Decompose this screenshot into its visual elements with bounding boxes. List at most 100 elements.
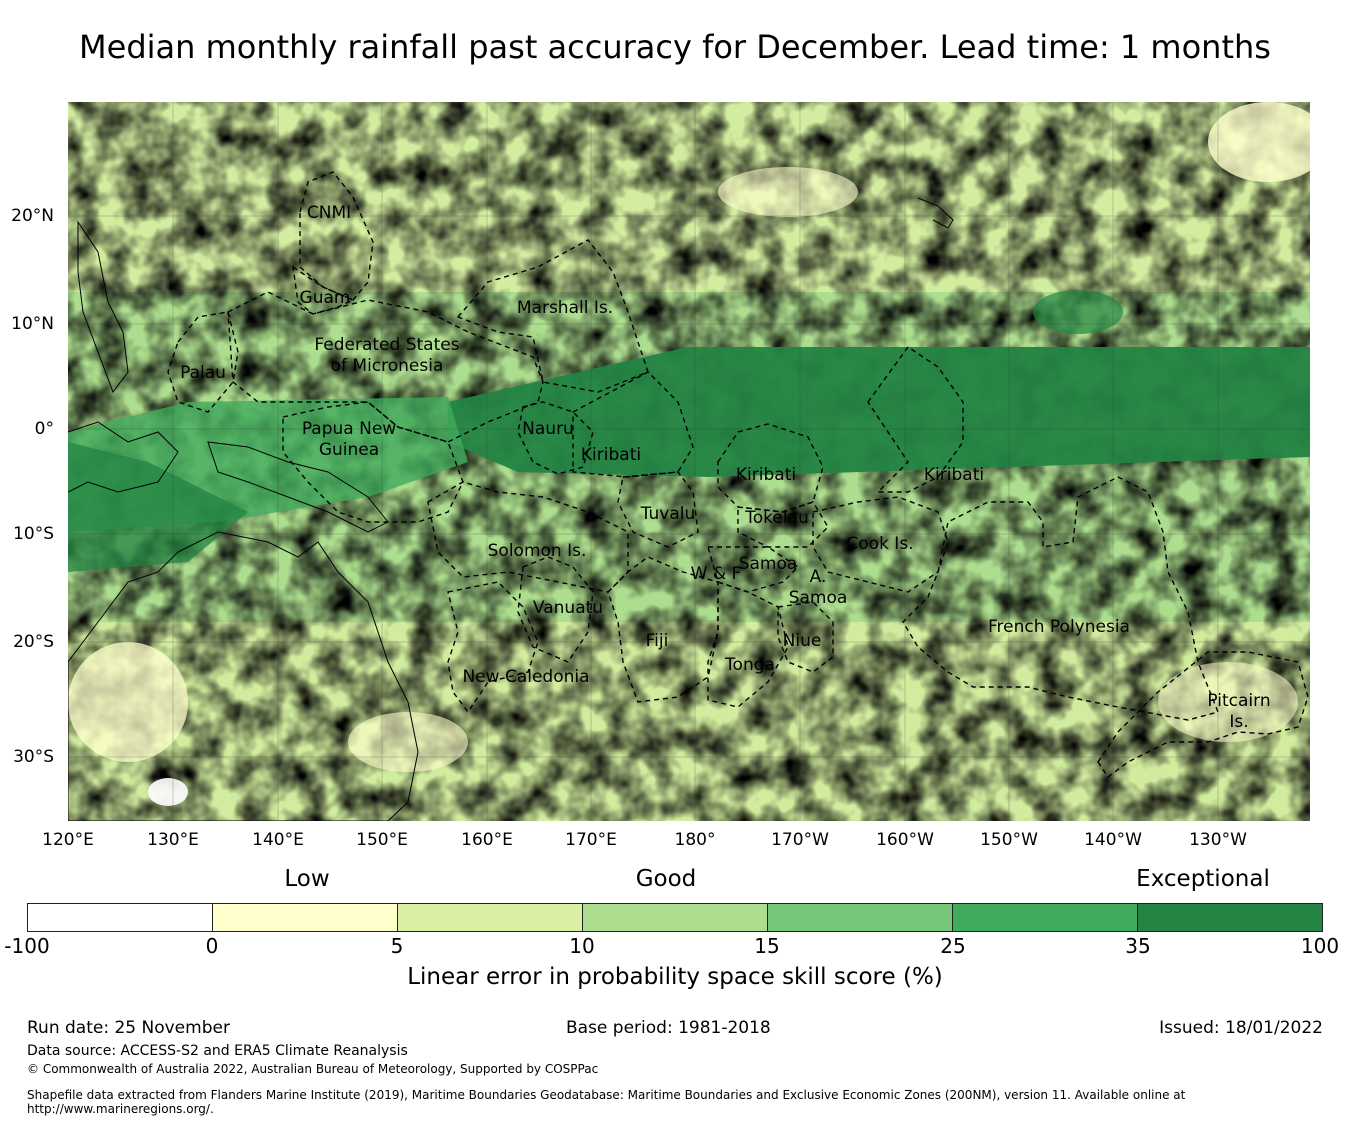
lat-tick: 10°S xyxy=(13,524,54,544)
label-new-caledonia: New Caledonia xyxy=(462,667,589,687)
colorbar-segment xyxy=(583,904,768,931)
eez-fsm xyxy=(227,291,544,443)
label-pitcairn-line1: Pitcairn xyxy=(1207,691,1270,711)
png-coastline xyxy=(207,441,389,533)
label-french-polynesia: French Polynesia xyxy=(988,617,1130,637)
light-patch-4 xyxy=(348,712,468,772)
light-patch-2 xyxy=(718,167,858,217)
label-cnmi: CNMI xyxy=(307,203,351,223)
issued-date: Issued: 18/01/2022 xyxy=(1159,1018,1323,1038)
label-tuvalu: Tuvalu xyxy=(640,504,696,524)
colorbar-segment xyxy=(953,904,1138,931)
rainfall-skill-map: CNMI Guam Marshall Is. Federated States … xyxy=(68,102,1310,821)
colorbar-segment xyxy=(1138,904,1322,931)
colorbar-tick: 15 xyxy=(754,934,780,958)
lon-tick: 160°W xyxy=(876,830,934,850)
label-vanuatu: Vanuatu xyxy=(533,598,603,618)
label-tonga: Tonga xyxy=(724,655,775,675)
eez-nauru xyxy=(517,401,594,475)
eez-tuvalu xyxy=(617,471,699,548)
philippines-coastline xyxy=(77,220,129,394)
colorbar-tick: 100 xyxy=(1300,934,1340,958)
eez-vanuatu xyxy=(517,556,594,663)
lon-tick: 120°E xyxy=(42,830,94,850)
label-asamoa-line2: Samoa xyxy=(789,588,848,608)
lon-tick: 170°W xyxy=(771,830,829,850)
label-palau: Palau xyxy=(180,363,226,383)
label-samoa: Samoa xyxy=(739,554,798,574)
colorbar-tick: 35 xyxy=(1125,934,1151,958)
eez-boundaries xyxy=(167,171,1309,779)
legend-category-exceptional: Exceptional xyxy=(1136,866,1270,892)
lon-tick: 130°E xyxy=(147,830,199,850)
label-asamoa-line1: A. xyxy=(810,567,827,587)
lon-tick: 140°E xyxy=(252,830,304,850)
legend-category-low: Low xyxy=(284,866,330,892)
eez-png xyxy=(282,401,464,523)
colorbar-tick: -100 xyxy=(4,934,50,958)
white-patch xyxy=(148,778,188,806)
eez-niue xyxy=(777,601,834,673)
colorbar-segment xyxy=(768,904,953,931)
shapefile-credit: Shapefile data extracted from Flanders M… xyxy=(27,1088,1186,1102)
label-kiribati-west: Kiribati xyxy=(581,445,641,465)
equatorial-high-skill-band xyxy=(448,347,1310,477)
lon-tick: 140°W xyxy=(1084,830,1142,850)
eez-fiji xyxy=(607,556,719,703)
hawaii-coastline xyxy=(917,197,954,229)
label-png-line1: Papua New xyxy=(302,419,396,439)
lat-tick: 30°S xyxy=(13,747,54,767)
lon-tick: 150°E xyxy=(356,830,408,850)
eez-tonga xyxy=(707,581,789,708)
colorbar-segment xyxy=(398,904,583,931)
light-patch-5 xyxy=(1158,662,1298,742)
label-solomon: Solomon Is. xyxy=(488,541,587,561)
label-kiribati-central: Kiribati xyxy=(736,465,796,485)
run-date: Run date: 25 November xyxy=(27,1018,230,1038)
eez-french-polynesia xyxy=(902,476,1219,721)
eez-kiribati-east xyxy=(867,346,964,493)
label-fsm-line2: of Micronesia xyxy=(331,356,444,376)
graticule xyxy=(68,102,1310,821)
eez-new-caledonia xyxy=(447,581,539,714)
eez-tokelau xyxy=(737,501,829,548)
label-kiribati-east: Kiribati xyxy=(924,465,984,485)
label-cook: Cook Is. xyxy=(846,534,913,554)
colorbar-tick: 0 xyxy=(205,934,219,958)
label-tokelau: Tokelau xyxy=(744,508,809,528)
lat-tick: 10°N xyxy=(11,314,54,334)
label-niue: Niue xyxy=(783,631,822,651)
eez-marshall xyxy=(456,239,649,393)
eez-kiribati-west xyxy=(572,371,694,478)
lon-tick: 130°W xyxy=(1189,830,1247,850)
australia-coastline xyxy=(68,531,419,821)
map-title: Median monthly rainfall past accuracy fo… xyxy=(79,28,1271,66)
hawaii-high-skill xyxy=(1033,290,1123,334)
label-nauru: Nauru xyxy=(522,419,574,439)
legend-category-good: Good xyxy=(635,866,697,892)
lat-tick: 20°S xyxy=(13,632,54,652)
label-fiji: Fiji xyxy=(646,631,669,651)
colorbar-segment xyxy=(213,904,398,931)
data-source: Data source: ACCESS-S2 and ERA5 Climate … xyxy=(27,1043,408,1059)
colorbar-tick: 5 xyxy=(390,934,404,958)
eez-pitcairn xyxy=(1097,651,1309,779)
label-pitcairn-line2: Is. xyxy=(1229,712,1248,732)
label-marshall: Marshall Is. xyxy=(517,298,613,318)
label-png-line2: Guinea xyxy=(319,440,379,460)
lat-tick: 0° xyxy=(34,419,54,439)
lon-tick: 170°E xyxy=(565,830,617,850)
indonesia-coastline xyxy=(68,421,179,493)
colorbar xyxy=(27,903,1323,932)
light-patch-1 xyxy=(1208,102,1310,182)
lon-tick: 160°E xyxy=(461,830,513,850)
colorbar-tick: 10 xyxy=(569,934,595,958)
base-period: Base period: 1981-2018 xyxy=(566,1018,771,1038)
lon-tick: 180° xyxy=(674,830,716,850)
label-fsm-line1: Federated States xyxy=(314,335,459,355)
label-wf: W & F xyxy=(691,564,742,584)
colorbar-segment xyxy=(28,904,213,931)
shapefile-url: http://www.marineregions.org/. xyxy=(27,1102,214,1116)
lon-tick: 150°W xyxy=(980,830,1038,850)
eez-palau xyxy=(167,311,239,413)
